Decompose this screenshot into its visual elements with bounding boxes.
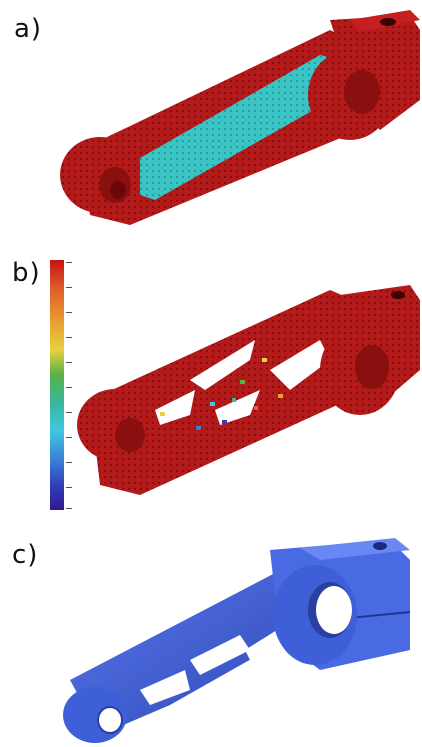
bolt-hole [373,542,387,550]
colorbar [50,260,64,510]
panel-label-b: b) [12,258,41,288]
figure-b-optimization-result [77,285,420,495]
figure-c-final-design [63,538,411,743]
arm-body [70,560,330,735]
panel-label-c: c) [12,540,39,570]
design-domain [140,55,340,200]
bolt-hole [380,18,396,26]
panel-label-a: a) [14,14,43,44]
arm-body [90,290,400,495]
figure-a-mesh-model [60,10,420,225]
